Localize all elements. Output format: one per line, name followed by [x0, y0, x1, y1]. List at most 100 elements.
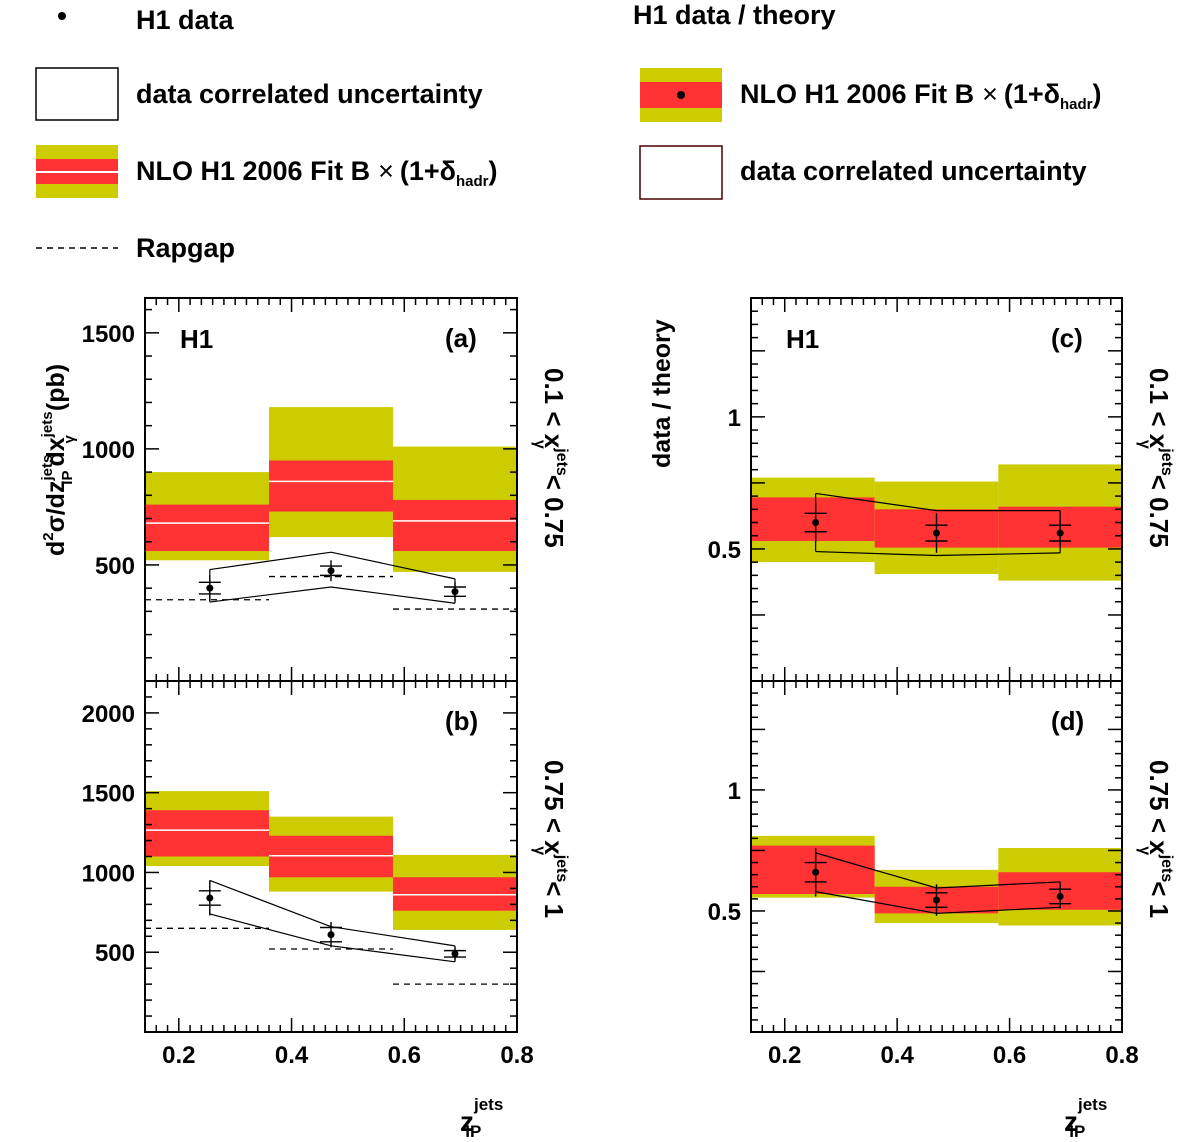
x-tick-label: 0.8 [1105, 1042, 1138, 1069]
y-axis-label-left: d2σ/dzjets IPdxjetsγ(pb) [39, 364, 78, 556]
legend-right-nlo-open: (1+δ [1004, 79, 1060, 109]
nlo-inner-band [145, 810, 269, 857]
range-label-b-left: 0.75 < xjetsγ < 1 [531, 760, 570, 918]
plot-area [751, 464, 1122, 581]
legend-nlo-swatch [36, 145, 118, 198]
legend-right-corr-label: data correlated uncertainty [740, 156, 1087, 186]
range-b-post: < 1 [539, 881, 569, 918]
x-tick-label: 0.2 [768, 1042, 801, 1069]
data-point [812, 519, 820, 527]
xlabel-r-sub: IP [1069, 1122, 1085, 1141]
xlabel-r-sup: jets [1077, 1095, 1107, 1114]
x-axis-label-right: zjets IP [1064, 1095, 1107, 1141]
range-c-pre: 0.1 < x [1144, 368, 1174, 449]
panel-label: (b) [445, 706, 478, 736]
range-d-pre: 0.75 < x [1144, 760, 1174, 855]
legend-corr-label: data correlated uncertainty [136, 79, 483, 109]
legend-nlo-sub: hadr [456, 173, 489, 190]
legend-data-marker [58, 12, 66, 20]
panel-b: 0.2 0.4 0.6 0.8 500 1000 1500 2000 (b) [82, 680, 534, 1069]
corr-band-lower [815, 550, 1061, 557]
legend-right-nlo-close: ) [1093, 79, 1102, 109]
y-axis-label-right: data / theory [648, 319, 676, 468]
panel-label: (a) [445, 323, 477, 353]
legend-nlo-open: (1+δ [400, 156, 456, 186]
legend-right-nlo-main: NLO H1 2006 Fit B [740, 79, 974, 109]
legend-right-nlo-swatch [640, 68, 722, 122]
range-d-sup: jets [1158, 854, 1175, 883]
plot-area [145, 791, 517, 985]
range-b-pre: 0.75 < x [539, 760, 569, 855]
panel-label: (c) [1051, 323, 1083, 353]
ylabel-sub1: IP [59, 471, 76, 485]
range-a-post: < 0.75 [539, 475, 569, 548]
panel-d: 0.2 0.4 0.6 0.8 0.5 1 (d) [708, 680, 1139, 1069]
y-tick-label: 500 [95, 553, 135, 580]
x-tick-label: 0.8 [500, 1042, 533, 1069]
panel-h1-tag: H1 [786, 324, 819, 354]
xlabel-r-z: z [1064, 1106, 1078, 1137]
nlo-inner-band [751, 845, 875, 895]
corr-band-upper [209, 551, 456, 580]
panel-frame [750, 680, 1123, 1033]
y-tick-label: 1000 [82, 437, 135, 464]
nlo-inner-band [145, 504, 269, 552]
legend-left: H1 data data correlated uncertainty NLO … [35, 5, 498, 263]
data-point [451, 588, 459, 596]
legend-nlo-label: NLO H1 2006 Fit B × (1+δhadr) [136, 156, 498, 190]
data-point [451, 950, 459, 958]
xlabel-sup: jets [473, 1095, 503, 1114]
y-tick-label: 1 [728, 405, 741, 432]
nlo-inner-band [393, 877, 517, 911]
ylabel-dx: dx [42, 437, 70, 466]
xlabel-z: z [460, 1106, 474, 1137]
nlo-inner-band [751, 497, 875, 542]
ylabel-sub2: γ [61, 434, 78, 443]
y-tick-label: 1500 [82, 781, 135, 808]
nlo-inner-band [269, 835, 393, 878]
ylabel-sup2: jets [39, 411, 56, 438]
corr-band-lower [209, 586, 456, 604]
x-tick-label: 0.6 [388, 1042, 421, 1069]
range-label-a-right: 0.1 < xjetsγ < 0.75 [1136, 368, 1175, 548]
data-point [933, 896, 940, 904]
legend-right-nlo-times: × [982, 79, 998, 109]
range-a-sup: jets [553, 447, 570, 476]
panel-label: (d) [1051, 706, 1084, 736]
y-tick-label: 1500 [82, 321, 135, 348]
range-c-post: < 0.75 [1144, 475, 1174, 548]
panel-c: 0.5 1 (c) H1 [708, 297, 1123, 682]
data-point [1056, 529, 1064, 537]
plot-area [751, 835, 1122, 926]
y-tick-label: 1 [728, 778, 741, 805]
ylabel-sigma: σ/dz [42, 481, 70, 533]
range-a-sub: γ [531, 440, 548, 449]
legend-nlo-main: NLO H1 2006 Fit B [136, 156, 370, 186]
legend-right: H1 data / theory NLO H1 2006 Fit B × (1+δh… [633, 0, 1102, 200]
x-tick-label: 0.4 [880, 1042, 914, 1069]
x-axis-label-left: zjets IP [460, 1095, 503, 1141]
ylabel-unit: (pb) [42, 364, 70, 411]
y-tick-label: 2000 [82, 701, 135, 728]
nlo-inner-band [269, 460, 393, 512]
legend-nlo-times: × [378, 156, 394, 186]
data-point [933, 529, 940, 537]
data-point [206, 584, 214, 592]
legend-right-corr-swatch [639, 145, 723, 200]
range-label-a-left: 0.1 < xjetsγ < 0.75 [531, 368, 570, 548]
data-point [1056, 892, 1064, 900]
legend-rapgap-label: Rapgap [136, 233, 235, 263]
ylabel-d: d [42, 541, 70, 556]
legend-nlo-close: ) [489, 156, 498, 186]
legend-data-label: H1 data [136, 5, 235, 35]
panel-a: 500 1000 1500 (a) H1 [82, 297, 518, 682]
nlo-inner-band [393, 499, 517, 552]
xlabel-sub: IP [465, 1122, 481, 1141]
ylabel-sup1: jets [39, 455, 56, 482]
range-c-sup: jets [1158, 447, 1175, 476]
corr-band-upper [815, 492, 1061, 512]
plot-area [145, 407, 517, 610]
x-tick-label: 0.6 [993, 1042, 1026, 1069]
range-c-sub: γ [1136, 440, 1153, 449]
